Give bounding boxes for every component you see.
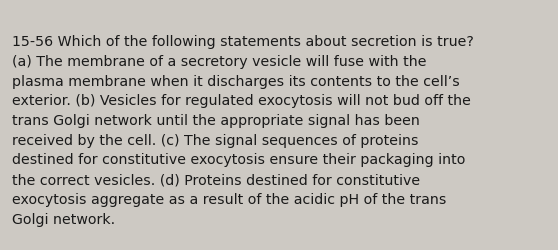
- Text: 15-56 Which of the following statements about secretion is true?
(a) The membran: 15-56 Which of the following statements …: [12, 35, 474, 226]
